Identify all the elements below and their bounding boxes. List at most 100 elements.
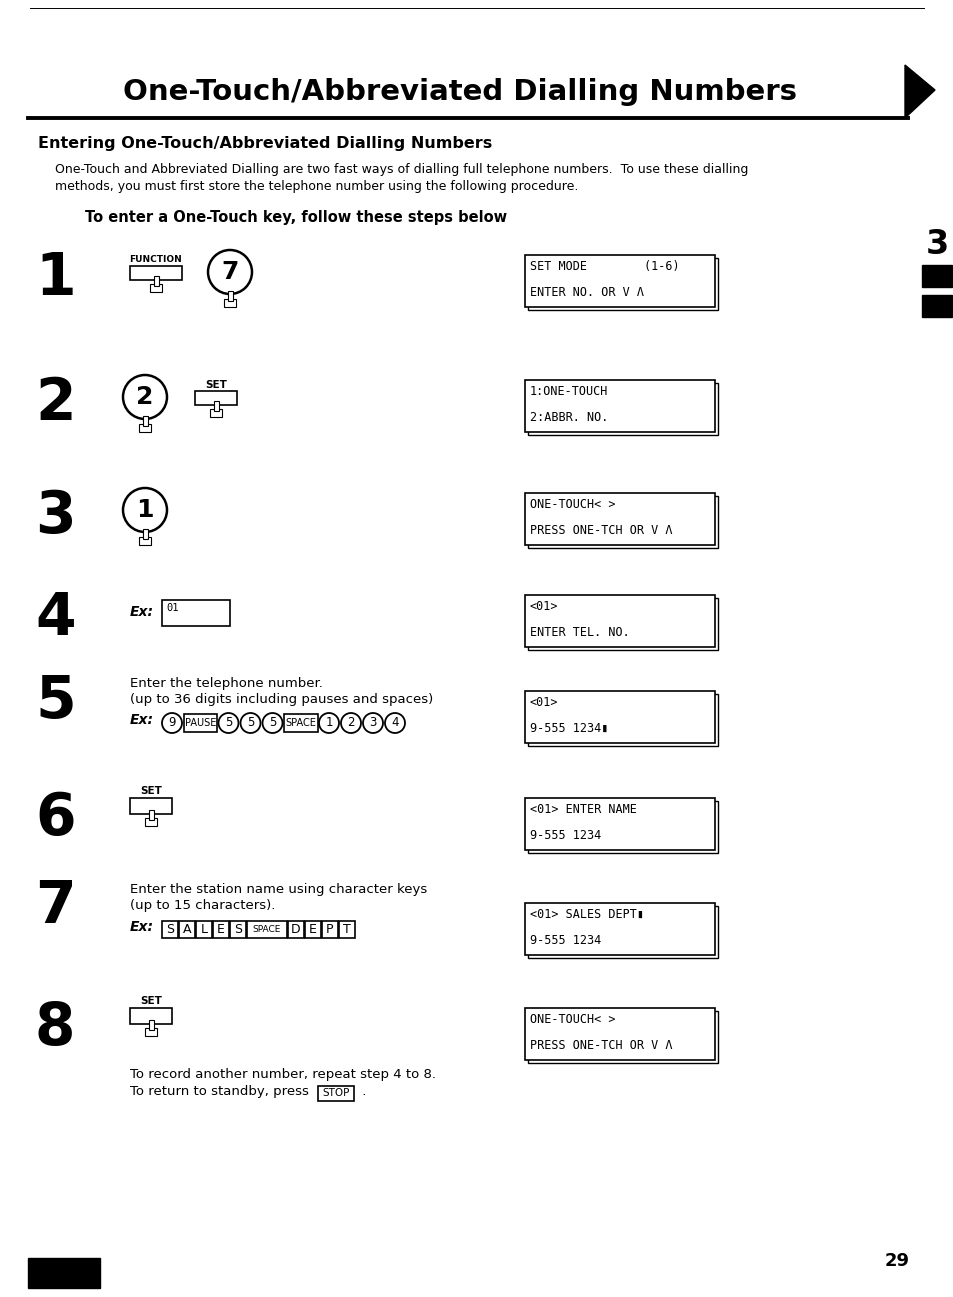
Bar bbox=[317, 1086, 354, 1101]
Text: Enter the station name using character keys: Enter the station name using character k… bbox=[130, 883, 427, 896]
Text: S: S bbox=[233, 923, 242, 936]
Text: STOP: STOP bbox=[322, 1088, 350, 1099]
Text: 4: 4 bbox=[35, 590, 75, 647]
Bar bbox=[224, 300, 235, 307]
Text: 1: 1 bbox=[325, 716, 333, 729]
Bar bbox=[524, 380, 714, 432]
Bar bbox=[162, 921, 178, 938]
Bar bbox=[150, 284, 162, 292]
Text: <01>: <01> bbox=[530, 696, 558, 709]
Text: To return to standby, press: To return to standby, press bbox=[130, 1086, 309, 1099]
Text: 9-555 1234: 9-555 1234 bbox=[530, 829, 600, 842]
Text: 2: 2 bbox=[347, 716, 355, 729]
Text: <01>: <01> bbox=[530, 601, 558, 613]
Bar bbox=[322, 921, 337, 938]
Text: <01> ENTER NAME: <01> ENTER NAME bbox=[530, 803, 637, 816]
Bar bbox=[130, 266, 182, 280]
Text: 8: 8 bbox=[35, 1000, 75, 1057]
Bar bbox=[139, 537, 151, 545]
Text: Ex:: Ex: bbox=[130, 920, 153, 934]
Text: 3: 3 bbox=[369, 716, 376, 729]
Bar bbox=[28, 1258, 100, 1288]
Bar bbox=[527, 598, 718, 650]
Bar bbox=[143, 416, 148, 425]
Bar bbox=[527, 907, 718, 958]
Text: E: E bbox=[217, 923, 225, 936]
Bar bbox=[145, 818, 157, 826]
Bar bbox=[153, 276, 159, 287]
Bar bbox=[524, 903, 714, 955]
Bar bbox=[527, 694, 718, 746]
Text: SET: SET bbox=[140, 786, 162, 796]
Bar bbox=[179, 921, 194, 938]
Text: 2: 2 bbox=[136, 385, 153, 409]
Bar bbox=[288, 921, 304, 938]
Text: PAUSE: PAUSE bbox=[185, 719, 216, 728]
Text: ONE-TOUCH< >: ONE-TOUCH< > bbox=[530, 498, 615, 511]
Bar bbox=[338, 921, 355, 938]
Text: T: T bbox=[343, 923, 351, 936]
Text: 9-555 1234: 9-555 1234 bbox=[530, 934, 600, 947]
Bar bbox=[524, 595, 714, 647]
Bar bbox=[247, 921, 287, 938]
Bar bbox=[524, 256, 714, 307]
Text: E: E bbox=[309, 923, 316, 936]
Text: To enter a One-Touch key, follow these steps below: To enter a One-Touch key, follow these s… bbox=[85, 210, 507, 224]
Text: Ex:: Ex: bbox=[130, 713, 153, 728]
Text: 5: 5 bbox=[35, 673, 75, 730]
Text: ENTER TEL. NO.: ENTER TEL. NO. bbox=[530, 626, 629, 639]
Bar bbox=[284, 715, 317, 732]
Bar bbox=[527, 383, 718, 434]
Text: SET: SET bbox=[140, 996, 162, 1006]
Text: S: S bbox=[166, 923, 173, 936]
Text: 1: 1 bbox=[35, 250, 75, 307]
Bar bbox=[184, 715, 217, 732]
Bar bbox=[524, 691, 714, 743]
Bar bbox=[527, 1010, 718, 1064]
Text: One-Touch/Abbreviated Dialling Numbers: One-Touch/Abbreviated Dialling Numbers bbox=[123, 78, 796, 106]
Text: (up to 15 characters).: (up to 15 characters). bbox=[130, 899, 275, 912]
Text: 4: 4 bbox=[391, 716, 398, 729]
Text: FUNCTION: FUNCTION bbox=[130, 256, 182, 265]
Text: (up to 36 digits including pauses and spaces): (up to 36 digits including pauses and sp… bbox=[130, 693, 433, 706]
Polygon shape bbox=[904, 65, 934, 118]
Bar bbox=[139, 424, 151, 432]
Text: SET: SET bbox=[205, 380, 227, 390]
Text: 6: 6 bbox=[35, 790, 75, 847]
Text: 5: 5 bbox=[225, 716, 232, 729]
Bar bbox=[145, 1029, 157, 1036]
Text: 3: 3 bbox=[35, 488, 75, 545]
Bar bbox=[162, 601, 230, 626]
Text: 2: 2 bbox=[35, 375, 75, 432]
Bar bbox=[130, 1008, 172, 1025]
Text: PRESS ONE-TCH OR V Λ: PRESS ONE-TCH OR V Λ bbox=[530, 524, 672, 537]
Text: 29: 29 bbox=[884, 1252, 909, 1270]
Text: To record another number, repeat step 4 to 8.: To record another number, repeat step 4 … bbox=[130, 1067, 436, 1080]
Text: 7: 7 bbox=[221, 259, 238, 284]
Text: methods, you must first store the telephone number using the following procedure: methods, you must first store the teleph… bbox=[55, 180, 578, 193]
Text: 5: 5 bbox=[269, 716, 276, 729]
Bar bbox=[194, 390, 236, 405]
Bar bbox=[210, 409, 222, 418]
Bar bbox=[228, 291, 233, 301]
Text: 5: 5 bbox=[247, 716, 253, 729]
Text: One-Touch and Abbreviated Dialling are two fast ways of dialling full telephone : One-Touch and Abbreviated Dialling are t… bbox=[55, 163, 747, 176]
Text: 2:ABBR. NO.: 2:ABBR. NO. bbox=[530, 411, 608, 424]
Bar bbox=[149, 811, 153, 820]
Text: 1: 1 bbox=[136, 498, 153, 521]
Bar bbox=[527, 802, 718, 853]
Bar bbox=[524, 1008, 714, 1060]
Text: D: D bbox=[291, 923, 300, 936]
Text: Enter the telephone number.: Enter the telephone number. bbox=[130, 677, 322, 690]
Bar bbox=[524, 798, 714, 850]
Text: PRESS ONE-TCH OR V Λ: PRESS ONE-TCH OR V Λ bbox=[530, 1039, 672, 1052]
Bar bbox=[143, 529, 148, 540]
Text: 3: 3 bbox=[924, 228, 947, 261]
Text: Entering One-Touch/Abbreviated Dialling Numbers: Entering One-Touch/Abbreviated Dialling … bbox=[38, 136, 492, 150]
Text: 1:ONE-TOUCH: 1:ONE-TOUCH bbox=[530, 385, 608, 398]
Bar bbox=[213, 401, 219, 411]
Text: 9: 9 bbox=[168, 716, 175, 729]
Bar bbox=[305, 921, 320, 938]
Bar bbox=[527, 495, 718, 549]
Text: ONE-TOUCH< >: ONE-TOUCH< > bbox=[530, 1013, 615, 1026]
